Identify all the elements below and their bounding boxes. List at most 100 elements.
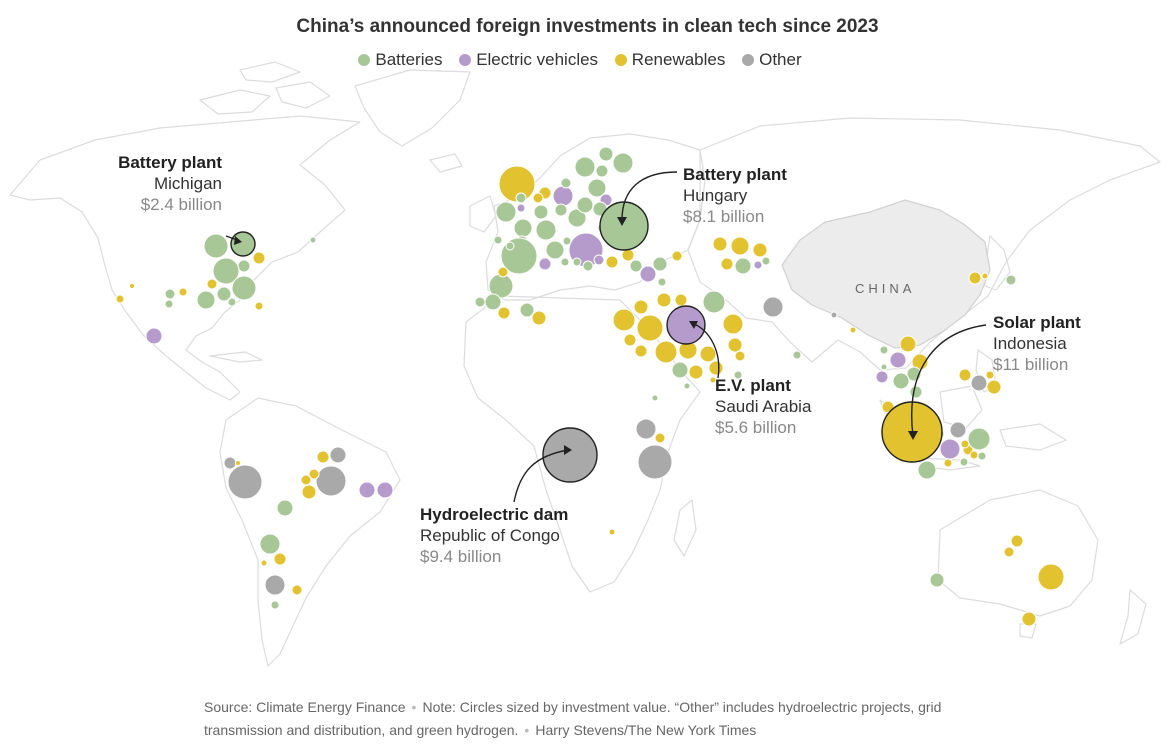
bubble-renewables (1003, 546, 1015, 558)
iceland (429, 153, 463, 173)
bubble-batteries (1005, 274, 1017, 286)
bubble-renewables (968, 271, 982, 285)
bubble-renewables (633, 299, 649, 315)
callout-place: Saudi Arabia (715, 397, 812, 416)
bubble-renewables (308, 468, 320, 480)
bubble-renewables (1037, 563, 1065, 591)
callout-hungary: Battery plant Hungary $8.1 billion (683, 164, 787, 227)
investment-bubbles (115, 146, 1065, 627)
bubble-batteries (560, 257, 570, 267)
leader-indonesia (911, 324, 987, 437)
bubble-renewables (654, 340, 678, 364)
bubble-renewables (656, 292, 672, 308)
legend-label: Renewables (631, 50, 726, 69)
bubble-batteries (652, 256, 668, 272)
footer-source: Source: Climate Energy Finance (204, 699, 406, 715)
bubble-batteries (879, 345, 889, 355)
bubble-batteries (576, 196, 594, 214)
bubble-renewables (129, 283, 135, 289)
bubble-renewables (985, 370, 995, 380)
bubble-batteries (683, 382, 691, 390)
bubble-renewables (291, 584, 303, 596)
bubble-batteries (545, 240, 565, 260)
footer-credit: Harry Stevens/The New York Times (535, 722, 757, 738)
bubble-batteries (519, 302, 535, 318)
callout-kind: Battery plant (118, 153, 222, 172)
footer-separator: • (411, 699, 417, 715)
bubble-renewables (654, 432, 666, 444)
legend-label: Electric vehicles (476, 50, 599, 69)
callout-place: Indonesia (993, 334, 1067, 353)
bubble-renewables (699, 345, 717, 363)
bubble-renewables (623, 333, 637, 347)
bubble-batteries (227, 297, 237, 307)
bubble-batteries (474, 296, 486, 308)
bubble-electric-vehicle (538, 257, 552, 271)
bubble-renewables (115, 294, 125, 304)
bubble-renewables (301, 484, 317, 500)
footer-separator: • (524, 722, 530, 738)
bubble-renewables (730, 236, 750, 256)
bubble-batteries (880, 363, 888, 371)
bubble-batteries (484, 293, 502, 311)
asia-landmass (687, 117, 1161, 371)
arrowhead (617, 217, 627, 226)
bubble-renewables (636, 314, 664, 342)
bubble-renewables (498, 165, 536, 203)
callout-kind: E.V. plant (715, 376, 791, 395)
bubble-renewables (497, 266, 509, 278)
china-label: CHINA (855, 281, 916, 296)
callout-amount: $9.4 billion (420, 547, 502, 566)
arctic-islands (275, 81, 331, 109)
bubble-electric-vehicle (376, 481, 394, 499)
legend-swatch-ev (459, 54, 472, 66)
bubble-renewables (608, 528, 616, 536)
bubble-batteries (587, 178, 607, 198)
arrowhead (564, 445, 572, 455)
bubble-renewables (605, 255, 619, 269)
bubble-other (223, 456, 237, 470)
bubble-renewables (899, 335, 917, 353)
bubble-batteries (515, 192, 527, 204)
legend-swatch-batteries (358, 54, 371, 66)
greenland (354, 69, 471, 147)
bubble-other (264, 574, 286, 596)
bubble-electric-vehicle (939, 438, 961, 460)
callout-saudi: E.V. plant Saudi Arabia $5.6 billion (715, 375, 811, 438)
bubble-renewables (252, 251, 266, 265)
bubble-batteries (629, 259, 643, 273)
legend-label: Other (759, 50, 802, 69)
bubble-batteries (259, 533, 281, 555)
bubble-batteries (582, 260, 594, 272)
british-isles (469, 195, 497, 233)
bubble-batteries (892, 372, 910, 390)
bubble-renewables (688, 364, 704, 380)
legend-swatch-other (742, 54, 755, 66)
north-america-landmass (9, 115, 361, 401)
bubble-batteries (734, 257, 752, 275)
bubble-batteries (560, 177, 572, 189)
bubble-batteries (792, 350, 802, 360)
legend-item-renewables: Renewables (614, 50, 726, 70)
arrowhead (908, 431, 918, 440)
bubble-renewables (986, 379, 1002, 395)
bubble-batteries (977, 451, 987, 461)
legend-item-batteries: Batteries (358, 50, 442, 70)
legend-item-other: Other (742, 50, 802, 70)
bubble-batteries (959, 457, 969, 467)
callout-place: Michigan (153, 174, 222, 193)
bubble-electric-vehicle (145, 327, 163, 345)
arrowhead (689, 321, 698, 329)
bubble-batteries (702, 290, 726, 314)
bubble-renewables (712, 236, 728, 252)
bubble-electric-vehicle (875, 370, 889, 384)
africa-landmass (463, 295, 701, 593)
bubble-other (830, 311, 838, 319)
bubble-renewables (178, 287, 188, 297)
bubble-electric-vehicle (889, 351, 907, 369)
bubble-renewables (254, 301, 264, 311)
bubble-other (227, 464, 263, 500)
bubble-renewables (235, 460, 241, 466)
bubble-renewables (943, 458, 953, 468)
bubble-batteries (164, 299, 174, 309)
